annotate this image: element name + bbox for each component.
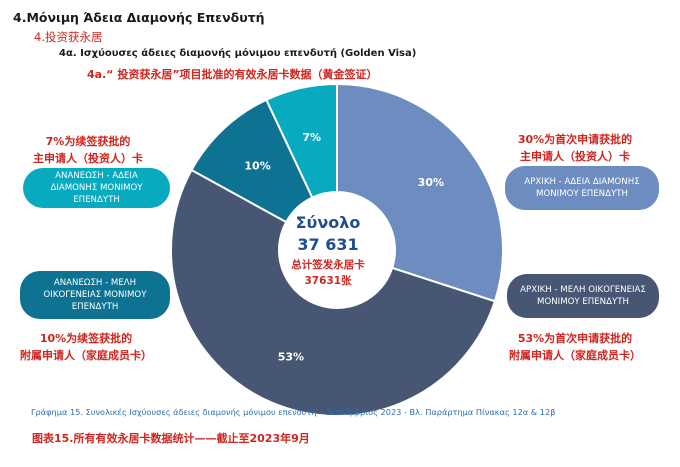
slice-label-10pct: 10% <box>244 159 270 172</box>
note-renew-main-line2: 主申请人（投资人）卡 <box>33 152 143 165</box>
total-value: 37 631 <box>297 235 359 254</box>
donut-center <box>279 192 395 308</box>
note-initial-family: 53%为首次申请获批的 附属申请人（家庭成员卡） <box>475 330 675 364</box>
slice-label-53pct: 53% <box>278 350 304 363</box>
title-chinese: 4.投资获永居 <box>34 30 103 44</box>
legend-pill-renew-family: ΑΝΑΝΕΩΣΗ - ΜΕΛΗ ΟΙΚΟΓΕΝΕΙΑΣ ΜΟΝΙΜΟΥ ΕΠΕΝ… <box>20 271 170 319</box>
note-initial-main-line2: 主申请人（投资人）卡 <box>520 150 630 163</box>
note-initial-main: 30%为首次申请获批的 主申请人（投资人）卡 <box>475 131 675 165</box>
legend-pill-renew-main: ΑΝΑΝΕΩΣΗ - ΑΔΕΙΑ ΔΙΑΜΟΝΗΣ ΜΟΝΙΜΟΥ ΕΠΕΝΔΥ… <box>23 168 170 208</box>
note-renew-family-line2: 附属申请人（家庭成员卡） <box>20 349 152 362</box>
title-greek: 4.Μόνιμη Άδεια Διαμονής Επενδυτή <box>13 10 265 25</box>
note-renew-family: 10%为续签获批的 附属申请人（家庭成员卡） <box>0 330 186 364</box>
note-initial-family-line2: 附属申请人（家庭成员卡） <box>509 349 641 362</box>
total-label: Σύνολο <box>295 213 361 232</box>
note-renew-family-line1: 10%为续签获批的 <box>39 332 133 345</box>
legend-pill-initial-main: ΑΡΧΙΚΗ - ΑΔΕΙΑ ΔΙΑΜΟΝΗΣ ΜΟΝΙΜΟΥ ΕΠΕΝΔΥΤΗ <box>505 166 659 210</box>
slice-label-30pct: 30% <box>418 176 444 189</box>
caption-greek: Γράφημα 15. Συνολικές Ισχύουσες άδειες δ… <box>31 407 556 417</box>
note-initial-family-line1: 53%为首次申请获批的 <box>517 332 633 345</box>
note-renew-main: 7%为续签获批的 主申请人（投资人）卡 <box>0 133 188 167</box>
subtitle-greek: 4α. Ισχύουσες άδειες διαμονής μόνιμου επ… <box>59 48 417 59</box>
total-label-chinese: 总计签发永居卡 <box>291 259 365 271</box>
total-value-chinese: 37631张 <box>304 275 352 287</box>
note-renew-main-line1: 7%为续签获批的 <box>45 135 131 148</box>
caption-chinese: 图表15.所有有效永居卡数据统计——截止至2023年9月 <box>32 432 310 445</box>
note-initial-main-line1: 30%为首次申请获批的 <box>517 133 633 146</box>
legend-pill-initial-family: ΑΡΧΙΚΗ - ΜΕΛΗ ΟΙΚΟΓΕΝΕΙΑΣ ΜΟΝΙΜΟΥ ΕΠΕΝΔΥ… <box>507 274 659 318</box>
slice-label-7pct: 7% <box>302 131 321 144</box>
subtitle-chinese: 4a.“ 投资获永居”项目批准的有效永居卡数据（黄金签证） <box>87 68 378 81</box>
